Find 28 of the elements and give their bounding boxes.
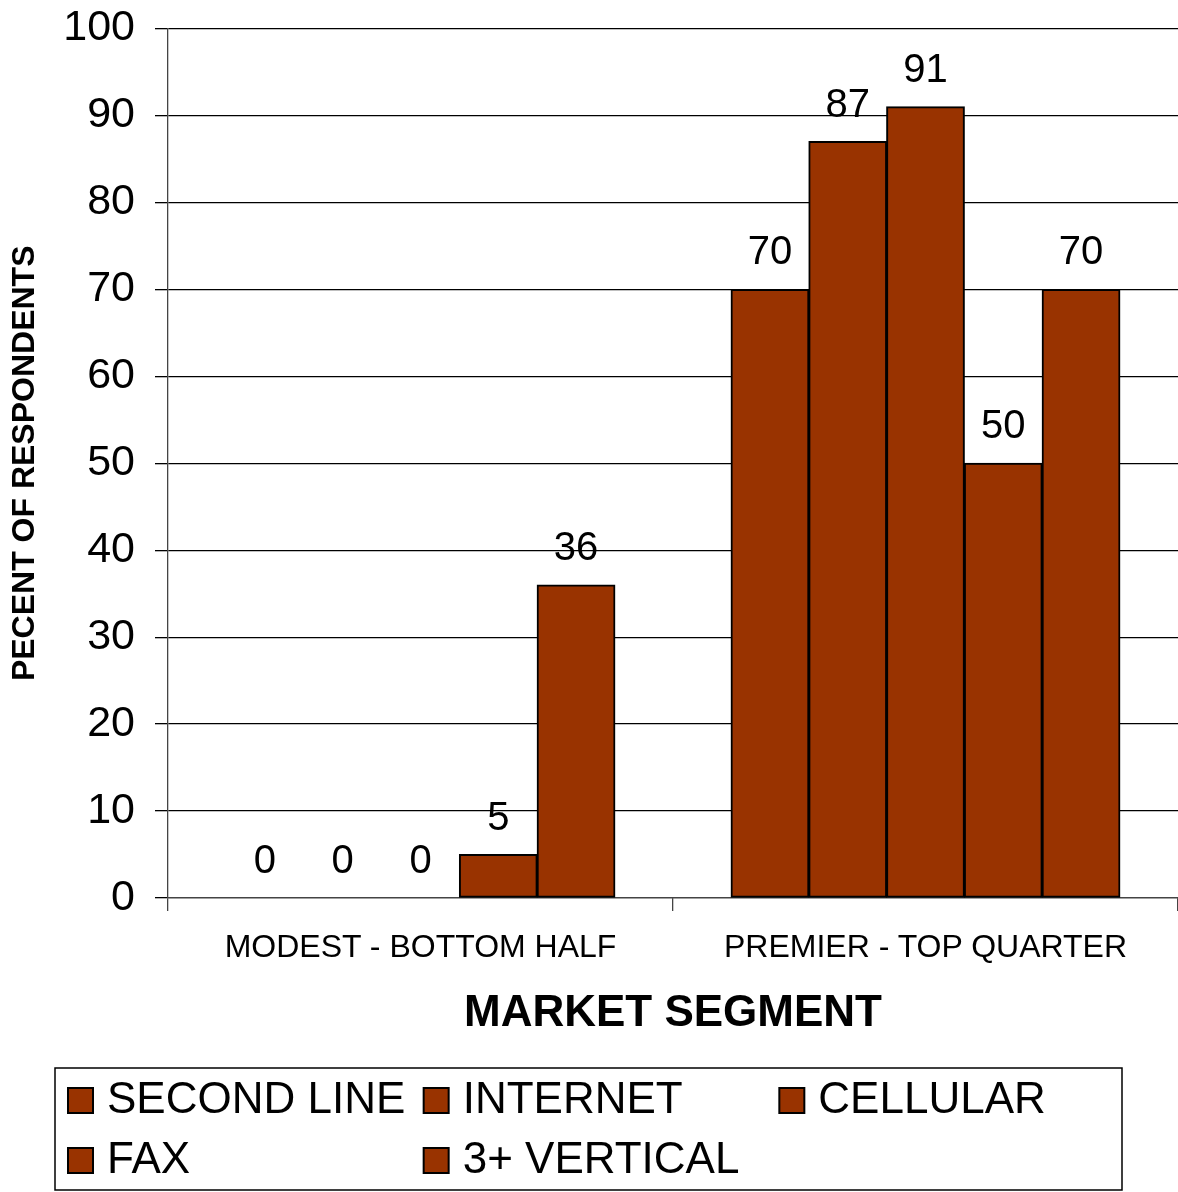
- y-tick-label: 90: [87, 88, 135, 137]
- legend-label: 3+ VERTICAL: [462, 1133, 740, 1183]
- legend-label: FAX: [107, 1133, 191, 1183]
- y-tick-label: 60: [87, 349, 135, 398]
- data-label: 87: [825, 80, 870, 125]
- x-tick-label: MODEST - BOTTOM HALF: [224, 928, 617, 965]
- data-label: 0: [253, 837, 277, 881]
- y-tick-label: 20: [87, 696, 135, 745]
- x-axis-title: MARKET SEGMENT: [464, 985, 883, 1035]
- y-tick-label: 0: [111, 870, 135, 919]
- legend-label: INTERNET: [462, 1073, 683, 1123]
- data-label: 0: [409, 837, 432, 881]
- data-label: 50: [981, 402, 1026, 447]
- legend-label: SECOND LINE: [107, 1073, 406, 1123]
- y-tick-label: 30: [87, 610, 135, 659]
- y-tick-label: 10: [87, 783, 135, 832]
- y-tick-label: 80: [87, 175, 135, 224]
- data-label: 91: [903, 45, 948, 90]
- data-label: 70: [747, 228, 793, 273]
- legend-label: CELLULAR: [818, 1073, 1046, 1123]
- y-tick-label: 50: [87, 436, 135, 485]
- x-tick-label: PREMIER - TOP QUARTER: [723, 928, 1128, 965]
- y-tick-label: 70: [87, 262, 135, 311]
- data-label: 70: [1058, 228, 1104, 273]
- y-axis-title: PECENT OF RESPONDENTS: [5, 245, 42, 682]
- data-label: 0: [331, 837, 354, 881]
- y-tick-label: 100: [63, 1, 135, 50]
- y-tick-label: 40: [87, 523, 135, 572]
